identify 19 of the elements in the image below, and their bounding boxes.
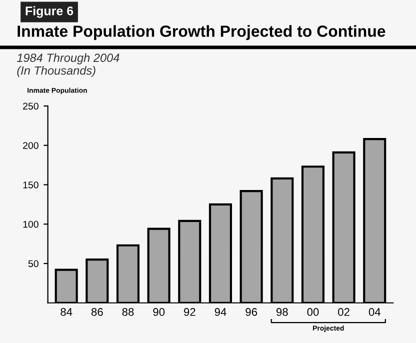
x-tick-label: 84: [60, 308, 72, 316]
x-tick-label: 98: [276, 308, 288, 316]
x-tick-label: 88: [122, 308, 134, 316]
y-tick-label: 100: [23, 220, 38, 228]
caption: Figure 6: [26, 6, 74, 18]
y-tick-label: 250: [23, 102, 38, 110]
x-tick-label: 02: [338, 308, 350, 316]
x-tick-label: 86: [91, 308, 103, 316]
y-tick-label: 200: [23, 142, 38, 149]
x-tick-label: 96: [246, 308, 257, 316]
x-tick-label: 00: [307, 308, 319, 316]
chart-subtitle: 1984 Through 2004 (In Thousands): [16, 53, 120, 78]
y-tick-label: 50: [28, 260, 38, 268]
x-tick-label: 94: [214, 308, 226, 316]
y-tick-label: 150: [23, 181, 38, 188]
chart-title: Inmate Population Growth Projected to Continue: [18, 25, 386, 40]
x-tick-label: 04: [368, 308, 380, 316]
x-tick-label: 92: [184, 308, 196, 316]
x-tick-label: 90: [153, 308, 165, 316]
